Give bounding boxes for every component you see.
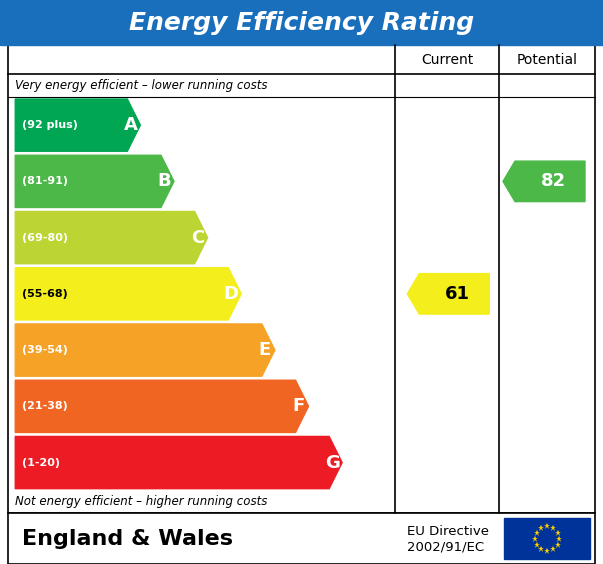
Polygon shape	[407, 274, 489, 314]
Text: Not energy efficient – higher running costs: Not energy efficient – higher running co…	[15, 495, 267, 509]
Text: G: G	[324, 453, 339, 472]
Polygon shape	[15, 324, 275, 376]
Polygon shape	[15, 437, 342, 488]
Bar	[0, 0, 603, 45]
Text: A: A	[124, 116, 137, 134]
Text: C: C	[191, 228, 204, 246]
Polygon shape	[15, 380, 309, 433]
Text: Current: Current	[421, 53, 473, 67]
Polygon shape	[15, 212, 207, 264]
Text: Potential: Potential	[517, 53, 578, 67]
Bar	[8, 513, 595, 564]
Text: 2002/91/EC: 2002/91/EC	[407, 540, 484, 553]
Text: E: E	[259, 341, 271, 359]
Bar	[8, 45, 595, 513]
Bar	[504, 518, 590, 559]
Polygon shape	[15, 99, 140, 151]
Polygon shape	[503, 161, 585, 201]
Text: (81-91): (81-91)	[22, 177, 68, 186]
Text: F: F	[292, 397, 305, 415]
Text: (55-68): (55-68)	[22, 289, 68, 299]
Text: Very energy efficient – lower running costs: Very energy efficient – lower running co…	[15, 79, 268, 92]
Text: (69-80): (69-80)	[22, 232, 68, 243]
Text: B: B	[157, 173, 171, 191]
Text: (92 plus): (92 plus)	[22, 120, 78, 130]
Polygon shape	[15, 155, 174, 208]
Text: D: D	[224, 285, 239, 303]
Text: 61: 61	[445, 285, 470, 303]
Text: (21-38): (21-38)	[22, 402, 68, 411]
Text: England & Wales: England & Wales	[22, 528, 233, 549]
Text: Energy Efficiency Rating: Energy Efficiency Rating	[129, 11, 474, 34]
Text: EU Directive: EU Directive	[407, 525, 489, 538]
Polygon shape	[15, 268, 241, 320]
Text: (39-54): (39-54)	[22, 345, 68, 355]
Text: 82: 82	[540, 173, 566, 191]
Text: (1-20): (1-20)	[22, 457, 60, 468]
